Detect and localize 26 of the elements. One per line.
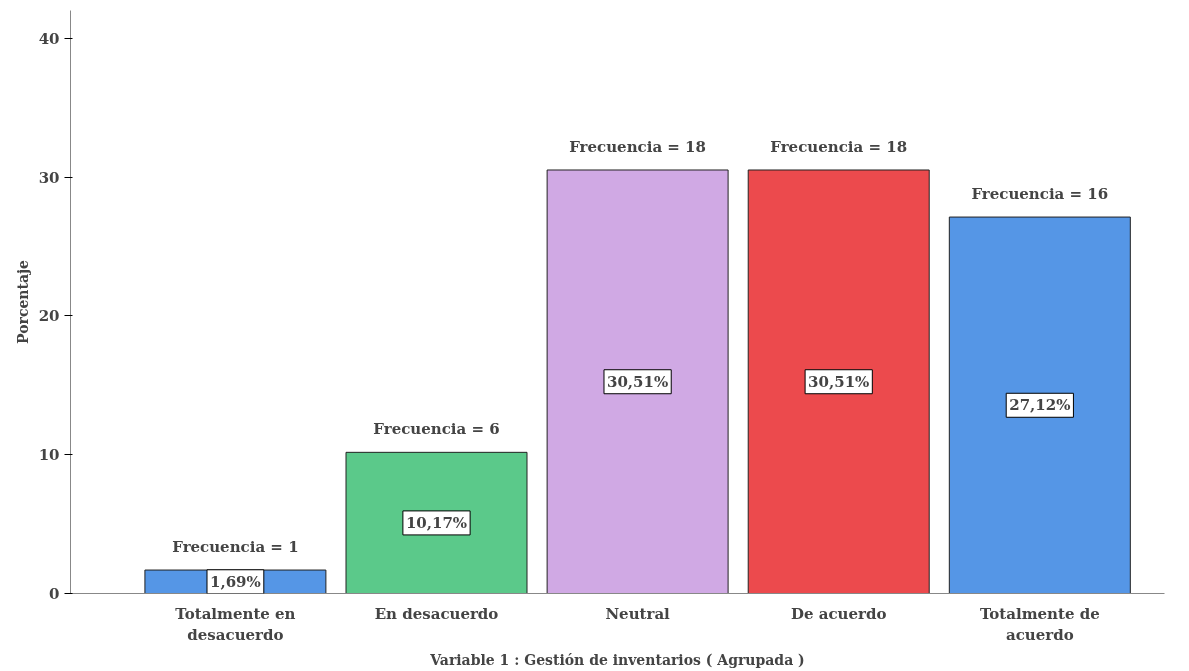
data-label: 27,12%: [1009, 396, 1071, 415]
data-label: 1,69%: [210, 572, 261, 591]
data-label: 30,51%: [607, 372, 669, 391]
y-tick-label: 20: [38, 307, 60, 326]
x-tick-label: Totalmente en desacuerdo: [175, 604, 296, 645]
bar: [546, 169, 729, 594]
annotation: Frecuencia = 6: [373, 420, 500, 439]
x-axis-title: Variable 1 : Gestión de inventarios ( Agrupada ): [429, 652, 805, 669]
y-tick-label: 0: [49, 585, 60, 603]
x-tick-label: Neutral: [605, 604, 671, 623]
y-tick-label: 30: [38, 168, 60, 187]
y-tick-label: 10: [38, 446, 60, 465]
y-tick-label: 40: [38, 29, 60, 48]
x-tick-label: Totalmente de acuerdo: [979, 604, 1100, 645]
bar: [345, 451, 528, 594]
data-label: 10,17%: [405, 513, 468, 532]
x-tick-label: En desacuerdo: [374, 604, 499, 623]
data-label: 30,51%: [808, 372, 870, 391]
bar: [747, 169, 930, 594]
bar: [948, 216, 1131, 594]
annotation: Frecuencia = 1: [172, 538, 299, 557]
y-axis-title: Porcentaje: [14, 259, 31, 344]
annotation: Frecuencia = 18: [770, 137, 908, 156]
x-tick-label: De acuerdo: [790, 604, 887, 623]
annotation: Frecuencia = 16: [971, 185, 1109, 204]
annotation: Frecuencia = 18: [569, 137, 706, 156]
